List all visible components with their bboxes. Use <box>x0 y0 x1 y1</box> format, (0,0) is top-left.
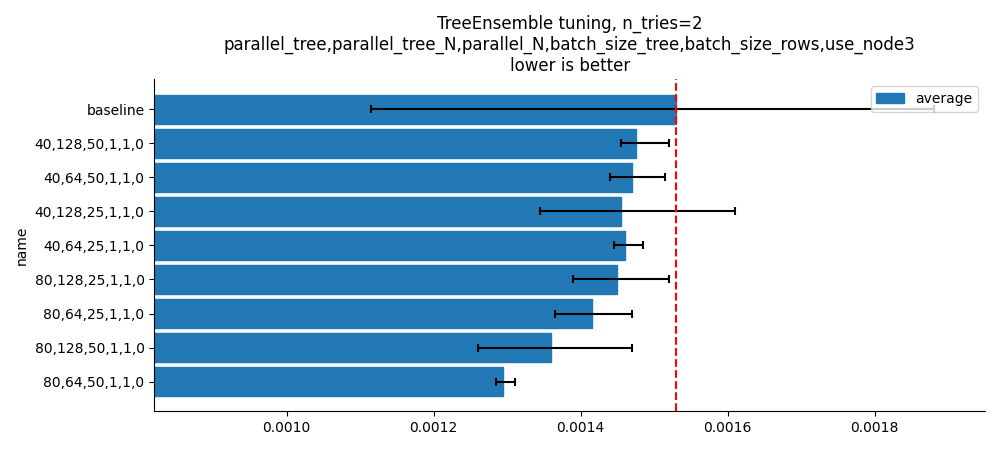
Bar <box>0 94 676 123</box>
Bar <box>0 129 636 158</box>
Bar <box>0 299 592 328</box>
Y-axis label: name: name <box>15 226 29 265</box>
Bar <box>0 367 503 396</box>
Bar <box>0 197 621 226</box>
Bar <box>0 265 617 294</box>
Bar <box>0 231 625 260</box>
Bar <box>0 163 632 192</box>
Bar <box>0 333 551 362</box>
Legend: average: average <box>871 86 978 112</box>
Title: TreeEnsemble tuning, n_tries=2
parallel_tree,parallel_tree_N,parallel_N,batch_si: TreeEnsemble tuning, n_tries=2 parallel_… <box>224 15 916 75</box>
